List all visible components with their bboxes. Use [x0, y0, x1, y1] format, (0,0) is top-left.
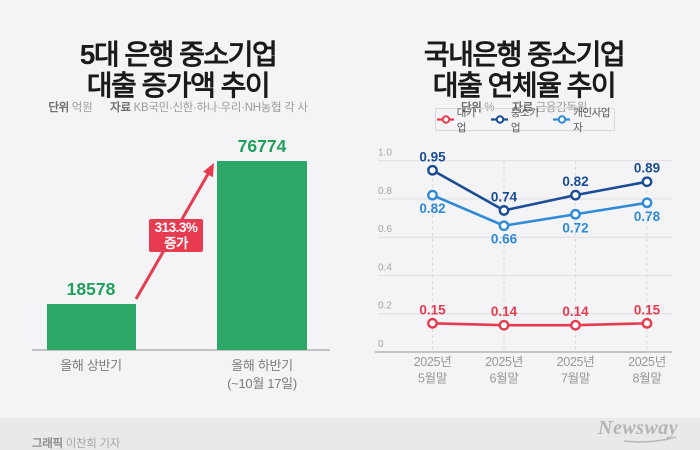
svg-text:2025년: 2025년	[485, 355, 523, 369]
logo-swoosh-icon	[623, 436, 677, 443]
bar-first-half	[47, 304, 136, 350]
svg-text:0.15: 0.15	[419, 302, 446, 317]
increase-badge: 313.3% 증가	[149, 219, 203, 252]
legend-label: 개인사업자	[573, 106, 610, 134]
increase-percent: 313.3%	[154, 220, 198, 235]
unit-label: 단위	[48, 101, 69, 114]
unit-value: 억원	[71, 101, 93, 114]
svg-text:0.82: 0.82	[562, 174, 588, 189]
legend-marker-icon	[491, 115, 508, 124]
svg-text:5월말: 5월말	[418, 372, 448, 386]
svg-text:1.0: 1.0	[378, 148, 392, 159]
svg-text:0.4: 0.4	[378, 262, 392, 273]
svg-text:0.82: 0.82	[419, 201, 445, 216]
bar-value-first-half: 18578	[66, 279, 116, 299]
left-title-line2: 대출 증가액 추이	[86, 69, 271, 101]
left-chart-title: 5대 은행 중소기업 대출 증가액 추이	[18, 39, 338, 101]
svg-text:0.15: 0.15	[634, 302, 661, 317]
legend-marker-icon	[553, 115, 571, 124]
category-first-line1: 올해 상반기	[60, 358, 122, 373]
logo-text: Newsway	[598, 417, 679, 439]
svg-text:0: 0	[378, 339, 384, 350]
category-first-half: 올해 상반기	[16, 357, 166, 375]
left-chart-meta: 단위 억원 자료 KB국민·신한·하나·우리·NH농협 각 사	[18, 99, 338, 115]
legend-item-large-corp: 대기업	[436, 105, 481, 135]
svg-text:0.78: 0.78	[634, 209, 661, 224]
legend-marker-icon	[437, 115, 454, 124]
legend-label: 대기업	[456, 106, 476, 134]
legend-item-self-employed: 개인사업자	[552, 105, 614, 135]
newsway-logo: Newsway	[598, 417, 688, 443]
svg-text:0.95: 0.95	[419, 149, 446, 164]
source-value: 금융감독원	[535, 101, 588, 114]
right-title-line2: 대출 연체율 추이	[432, 69, 617, 101]
bar-x-axis	[32, 349, 330, 351]
svg-text:0.66: 0.66	[491, 232, 518, 247]
left-title-line1: 5대 은행 중소기업	[79, 38, 278, 70]
unit-label: 단위	[460, 101, 482, 114]
credit-label: 그래픽	[32, 437, 63, 450]
category-second-line1: 올해 하반기	[231, 358, 293, 373]
bar-second-half	[217, 161, 307, 350]
svg-text:0.14: 0.14	[562, 304, 589, 319]
line-chart: 0 0.2 0.4 0.6 0.8 1.0 2025년 5월말 2025년 6월말 2025년 7월말…	[375, 148, 672, 386]
bar-value-second-half: 76774	[237, 136, 287, 156]
credit: 그래픽 이찬희 기자	[32, 435, 120, 450]
svg-text:2025년: 2025년	[414, 355, 452, 369]
source-label: 자료	[512, 101, 533, 114]
svg-text:6월말: 6월말	[489, 372, 519, 386]
svg-text:0.72: 0.72	[562, 220, 588, 235]
credit-value: 이찬희 기자	[65, 437, 121, 450]
category-second-half: 올해 하반기 (~10월 17일)	[187, 357, 337, 392]
source-label: 자료	[110, 101, 131, 114]
right-chart-title: 국내은행 중소기업 대출 연체율 추이	[364, 39, 684, 101]
svg-text:0.14: 0.14	[491, 304, 518, 319]
category-second-line2: (~10월 17일)	[227, 375, 297, 391]
source-value: KB국민·신한·하나·우리·NH농협 각 사	[133, 101, 308, 114]
legend-label: 중소기업	[510, 106, 539, 134]
footer-band	[0, 418, 700, 450]
svg-text:0.8: 0.8	[378, 186, 392, 197]
svg-text:0.6: 0.6	[378, 224, 392, 235]
right-chart-meta: 단위 % 자료 금융감독원	[364, 99, 684, 115]
unit-value: %	[484, 101, 495, 114]
right-title-line1: 국내은행 중소기업	[423, 38, 626, 70]
svg-text:0.74: 0.74	[491, 189, 518, 204]
svg-text:7월말: 7월말	[561, 372, 591, 386]
increase-word: 증가	[164, 235, 188, 251]
svg-text:0.89: 0.89	[634, 161, 660, 176]
svg-text:8월말: 8월말	[632, 372, 662, 386]
legend: 대기업 중소기업 개인사업자	[435, 107, 615, 134]
svg-text:0.2: 0.2	[378, 301, 392, 312]
svg-text:2025년: 2025년	[628, 355, 666, 369]
legend-item-sme: 중소기업	[490, 105, 543, 135]
svg-text:2025년: 2025년	[557, 355, 595, 369]
